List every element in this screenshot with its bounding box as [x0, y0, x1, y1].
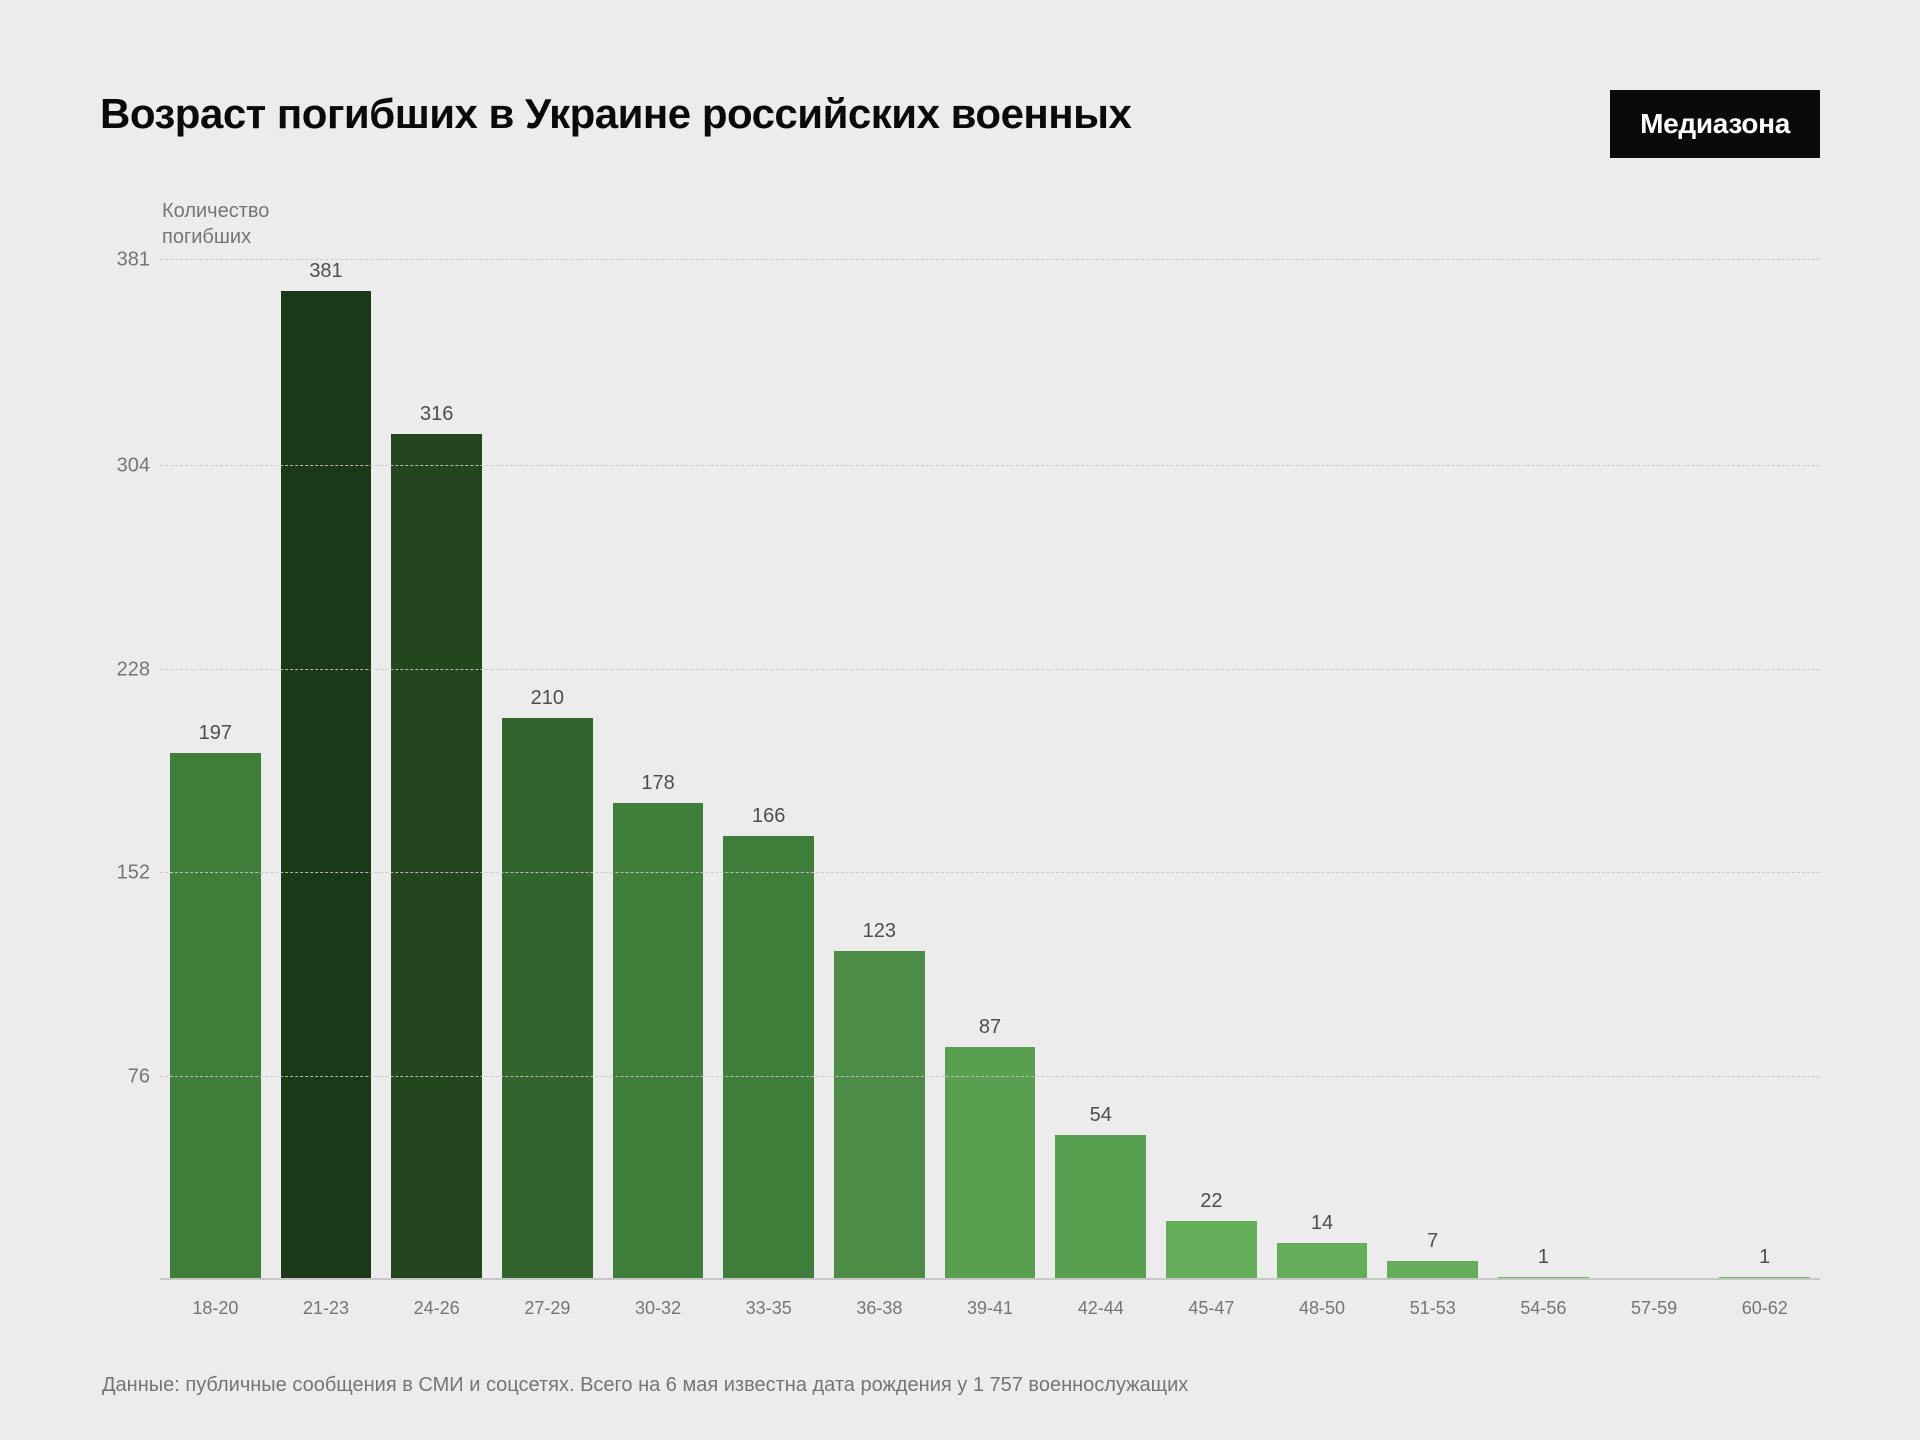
- bar: [723, 836, 814, 1280]
- bar-value-label: 1: [1759, 1246, 1770, 1269]
- bar: [945, 1047, 1036, 1280]
- bar-slot: 316: [381, 260, 492, 1280]
- chart-area: 76 152 228 304 381 197 381 316 210 178 166 123 87 54…: [100, 260, 1820, 1280]
- x-tick: 33-35: [713, 1298, 824, 1319]
- header: Возраст погибших в Украине российских во…: [100, 90, 1820, 158]
- y-axis-label: Количествопогибших: [162, 198, 1820, 250]
- x-tick: 39-41: [935, 1298, 1046, 1319]
- x-tick: 24-26: [381, 1298, 492, 1319]
- bar-slot: 22: [1156, 260, 1267, 1280]
- x-tick: 36-38: [824, 1298, 935, 1319]
- x-tick: 57-59: [1599, 1298, 1710, 1319]
- bar: [391, 434, 482, 1280]
- bar-slot: 87: [935, 260, 1046, 1280]
- bar-value-label: 14: [1311, 1212, 1333, 1235]
- x-tick: 18-20: [160, 1298, 271, 1319]
- bar-slot: [1599, 260, 1710, 1280]
- bar-slot: 210: [492, 260, 603, 1280]
- bar-value-label: 197: [199, 722, 232, 745]
- bars-container: 197 381 316 210 178 166 123 87 54 22 14 7 1 1: [160, 260, 1820, 1280]
- bar-slot: 166: [713, 260, 824, 1280]
- bar: [1166, 1221, 1257, 1280]
- y-tick: 152: [117, 862, 150, 885]
- bar: [834, 951, 925, 1280]
- x-tick: 45-47: [1156, 1298, 1267, 1319]
- bar-slot: 197: [160, 260, 271, 1280]
- bar-slot: 54: [1045, 260, 1156, 1280]
- bar: [281, 291, 372, 1280]
- bar-slot: 123: [824, 260, 935, 1280]
- bar-slot: 381: [271, 260, 382, 1280]
- bar: [170, 753, 261, 1280]
- bar-value-label: 123: [863, 920, 896, 943]
- chart-page: Возраст погибших в Украине российских во…: [0, 0, 1920, 1440]
- bar-value-label: 210: [531, 687, 564, 710]
- bar-value-label: 381: [309, 260, 342, 283]
- x-tick: 27-29: [492, 1298, 603, 1319]
- chart-title: Возраст погибших в Украине российских во…: [100, 90, 1131, 138]
- gridline: [160, 872, 1820, 873]
- bar-value-label: 1: [1538, 1246, 1549, 1269]
- bar-value-label: 7: [1427, 1230, 1438, 1253]
- baseline: [160, 1278, 1820, 1280]
- y-tick: 76: [128, 1065, 150, 1088]
- bar: [1277, 1243, 1368, 1280]
- bar-slot: 14: [1267, 260, 1378, 1280]
- plot-area: 197 381 316 210 178 166 123 87 54 22 14 7 1 1: [160, 260, 1820, 1280]
- x-tick: 51-53: [1377, 1298, 1488, 1319]
- bar-slot: 178: [603, 260, 714, 1280]
- bar-value-label: 178: [641, 772, 674, 795]
- x-tick: 42-44: [1045, 1298, 1156, 1319]
- bar: [1055, 1135, 1146, 1280]
- bar-value-label: 166: [752, 805, 785, 828]
- bar: [502, 718, 593, 1280]
- y-axis: 76152228304381: [100, 260, 160, 1280]
- bar-value-label: 87: [979, 1016, 1001, 1039]
- x-tick: 30-32: [603, 1298, 714, 1319]
- x-tick: 21-23: [271, 1298, 382, 1319]
- y-tick: 304: [117, 455, 150, 478]
- gridline: [160, 259, 1820, 260]
- logo-badge: Медиазона: [1610, 90, 1820, 158]
- x-axis: 18-2021-2324-2627-2930-3233-3536-3839-41…: [160, 1298, 1820, 1319]
- bar-value-label: 316: [420, 403, 453, 426]
- bar-slot: 1: [1709, 260, 1820, 1280]
- bar-value-label: 22: [1200, 1190, 1222, 1213]
- bar: [613, 803, 704, 1280]
- footnote: Данные: публичные сообщения в СМИ и соцс…: [102, 1374, 1820, 1397]
- gridline: [160, 669, 1820, 670]
- x-tick: 60-62: [1709, 1298, 1820, 1319]
- x-tick: 48-50: [1267, 1298, 1378, 1319]
- y-tick: 381: [117, 249, 150, 272]
- gridline: [160, 1076, 1820, 1077]
- gridline: [160, 465, 1820, 466]
- bar-slot: 1: [1488, 260, 1599, 1280]
- bar-slot: 7: [1377, 260, 1488, 1280]
- x-tick: 54-56: [1488, 1298, 1599, 1319]
- bar-value-label: 54: [1090, 1104, 1112, 1127]
- y-tick: 228: [117, 658, 150, 681]
